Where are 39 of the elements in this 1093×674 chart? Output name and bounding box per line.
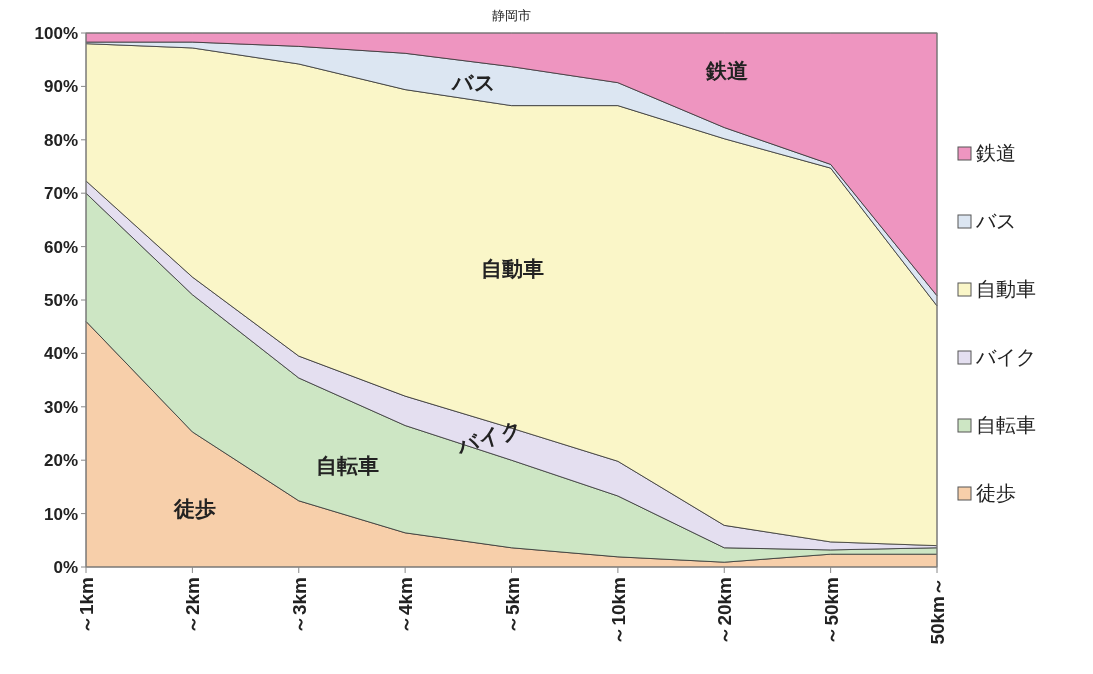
annotation: 徒歩 bbox=[173, 497, 216, 520]
legend-label: 鉄道 bbox=[976, 142, 1016, 164]
y-tick-label: 20% bbox=[43, 451, 78, 471]
legend-item: 徒歩 bbox=[957, 482, 1016, 504]
x-tick-label: ～10km bbox=[607, 577, 629, 645]
legend-item: バス bbox=[957, 210, 1016, 232]
y-tick-label: 90% bbox=[43, 77, 78, 97]
annotation: 鉄道 bbox=[705, 59, 748, 82]
y-tick-label: 10% bbox=[43, 504, 78, 524]
x-tick-label: ～5km bbox=[501, 577, 523, 635]
y-tick-label: 40% bbox=[43, 344, 78, 364]
x-tick-label: ～2km bbox=[182, 577, 204, 635]
annotation: 自転車 bbox=[315, 454, 379, 477]
legend-item: 自動車 bbox=[957, 278, 1036, 300]
x-tick-label: ～3km bbox=[288, 577, 310, 635]
y-tick-label: 70% bbox=[43, 184, 78, 204]
y-tick-label: 30% bbox=[43, 397, 78, 417]
x-tick-label: ～50km bbox=[820, 577, 842, 645]
y-tick-label: 100% bbox=[34, 24, 78, 43]
series-label: 自動車 bbox=[976, 278, 1036, 300]
legend-item: 自転車 bbox=[957, 414, 1036, 436]
y-tick-label: 0% bbox=[53, 558, 78, 577]
y-tick-label: 80% bbox=[43, 130, 78, 150]
legend-label: バス bbox=[975, 210, 1016, 232]
legend-label: バイク bbox=[975, 346, 1036, 368]
legend-item: 鉄道 bbox=[957, 142, 1016, 164]
y-tick-label: 50% bbox=[43, 291, 78, 310]
x-tick-label: 50km～ bbox=[927, 577, 948, 645]
legend-item: バイク bbox=[957, 346, 1036, 368]
legend-label: 徒歩 bbox=[976, 482, 1016, 504]
annotation: バス bbox=[451, 71, 496, 94]
legend-label: 自転車 bbox=[976, 414, 1036, 436]
y-tick-label: 60% bbox=[43, 237, 78, 257]
annotation: 自動車 bbox=[480, 257, 544, 280]
chart-title: 静岡市 bbox=[492, 8, 531, 23]
x-tick-label: ～20km bbox=[714, 577, 736, 645]
annotation: バイク bbox=[453, 416, 525, 458]
x-tick-label: ～4km bbox=[395, 577, 417, 635]
x-tick-label: ～1km bbox=[76, 577, 97, 635]
